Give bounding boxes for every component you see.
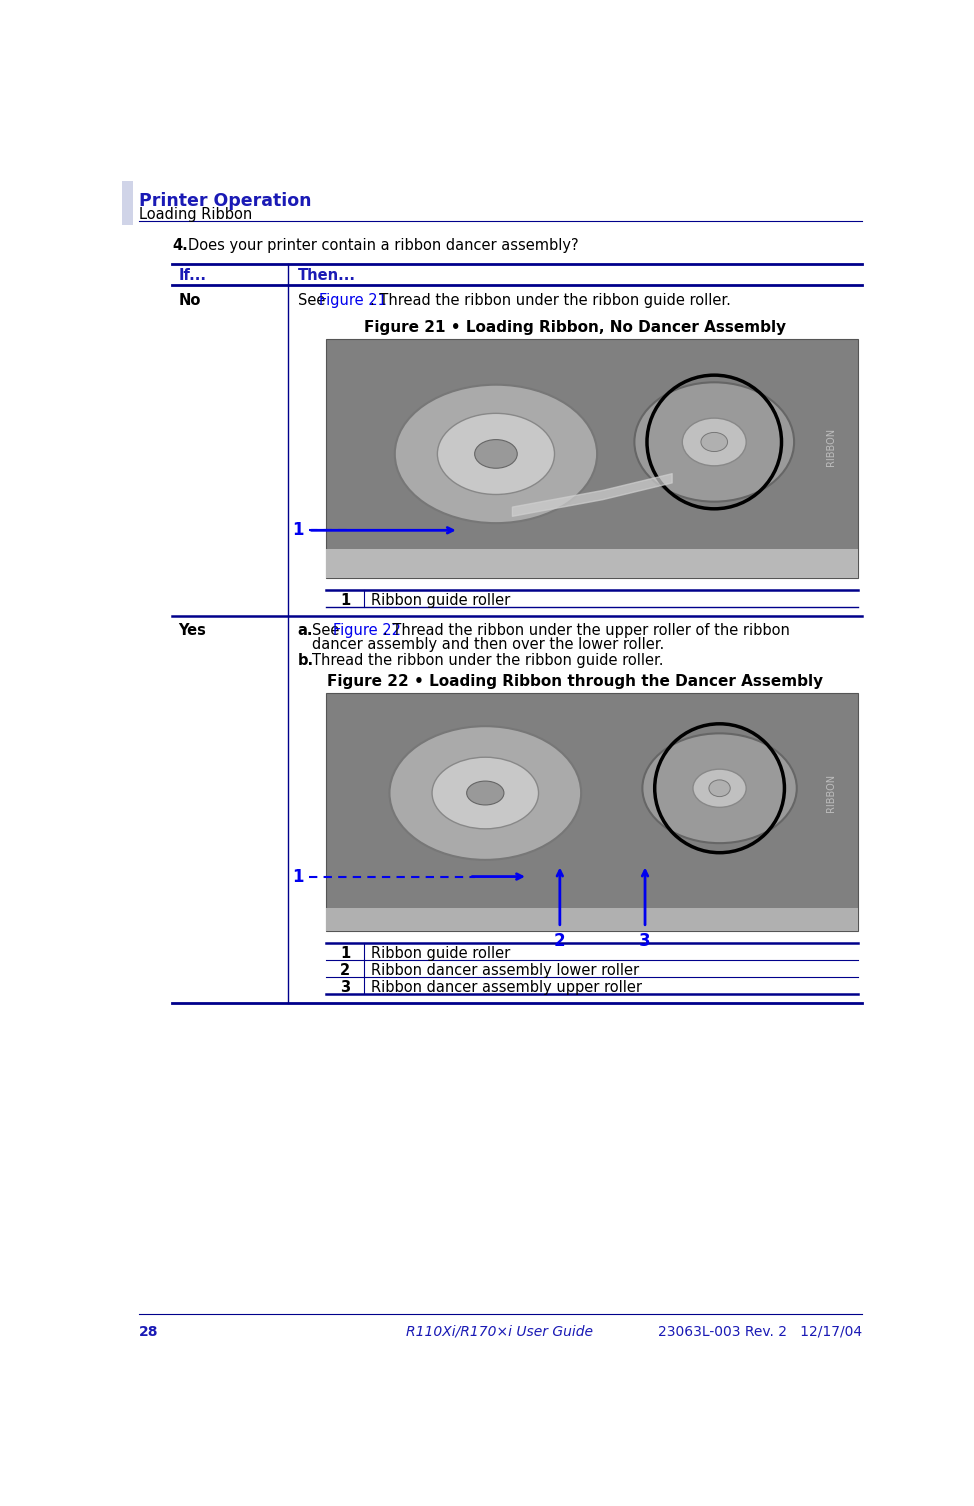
Ellipse shape [394, 384, 597, 523]
Text: Does your printer contain a ribbon dancer assembly?: Does your printer contain a ribbon dance… [188, 238, 579, 253]
Bar [325, 908, 858, 932]
Text: Then...: Then... [298, 268, 356, 283]
Text: 1: 1 [292, 867, 304, 886]
Text: Thread the ribbon under the ribbon guide roller.: Thread the ribbon under the ribbon guide… [312, 652, 663, 667]
Text: 3: 3 [340, 980, 350, 995]
Text: dancer assembly and then over the lower roller.: dancer assembly and then over the lower … [312, 637, 664, 652]
Ellipse shape [432, 758, 539, 828]
Text: Figure 21 • Loading Ribbon, No Dancer Assembly: Figure 21 • Loading Ribbon, No Dancer As… [364, 321, 786, 336]
Text: Ribbon dancer assembly upper roller: Ribbon dancer assembly upper roller [370, 980, 642, 995]
Text: Printer Operation: Printer Operation [139, 191, 312, 209]
Ellipse shape [467, 782, 504, 806]
Ellipse shape [474, 440, 517, 468]
Bar [325, 339, 858, 578]
Text: R110Xi/R170×i User Guide: R110Xi/R170×i User Guide [406, 1325, 592, 1339]
Text: 2: 2 [554, 932, 566, 950]
Text: 1: 1 [340, 593, 350, 607]
Text: Loading Ribbon: Loading Ribbon [139, 206, 252, 221]
Bar [122, 181, 132, 226]
Text: 1: 1 [340, 946, 350, 961]
Ellipse shape [693, 770, 746, 807]
Ellipse shape [701, 432, 728, 452]
Text: RIBBON: RIBBON [826, 774, 837, 812]
Text: . Thread the ribbon under the ribbon guide roller.: . Thread the ribbon under the ribbon gui… [370, 294, 730, 309]
Ellipse shape [683, 419, 746, 465]
Text: If...: If... [178, 268, 206, 283]
Text: 3: 3 [639, 932, 651, 950]
Text: Figure 22: Figure 22 [332, 623, 400, 639]
Text: 28: 28 [139, 1325, 159, 1339]
Text: 2: 2 [340, 962, 350, 977]
Text: 1: 1 [292, 521, 304, 539]
Text: Figure 22 • Loading Ribbon through the Dancer Assembly: Figure 22 • Loading Ribbon through the D… [327, 673, 823, 688]
Text: a.: a. [298, 623, 314, 639]
Text: 4.: 4. [172, 238, 188, 253]
Bar [325, 693, 858, 932]
Text: . Thread the ribbon under the upper roller of the ribbon: . Thread the ribbon under the upper roll… [383, 623, 790, 639]
Text: Ribbon guide roller: Ribbon guide roller [370, 946, 509, 961]
Ellipse shape [437, 413, 554, 494]
Ellipse shape [390, 726, 581, 860]
Ellipse shape [709, 780, 730, 797]
Text: Figure 21: Figure 21 [319, 294, 388, 309]
Ellipse shape [643, 733, 797, 843]
Text: Yes: Yes [178, 623, 206, 639]
Text: Ribbon dancer assembly lower roller: Ribbon dancer assembly lower roller [370, 962, 639, 977]
Text: See: See [298, 294, 329, 309]
Bar [325, 550, 858, 578]
Text: b.: b. [298, 652, 314, 667]
Text: Ribbon guide roller: Ribbon guide roller [370, 593, 509, 607]
Text: 23063L-003 Rev. 2   12/17/04: 23063L-003 Rev. 2 12/17/04 [657, 1325, 862, 1339]
Text: See: See [312, 623, 344, 639]
Ellipse shape [634, 383, 794, 501]
Text: No: No [178, 294, 201, 309]
Text: RIBBON: RIBBON [826, 428, 837, 465]
